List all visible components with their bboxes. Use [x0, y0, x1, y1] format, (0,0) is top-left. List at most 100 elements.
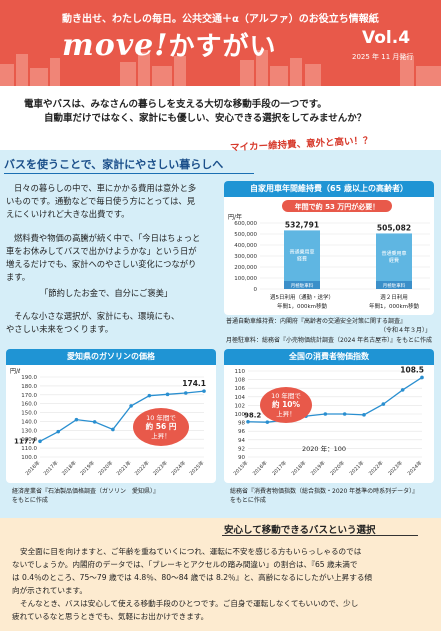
first-value-label: 98.2: [244, 412, 261, 420]
body-line: 安全面に目を向けますと、ご年齢を重ねていくにつれ、運転に不安を感じる方もいらっし…: [20, 547, 362, 556]
rise-bubble: 10 年間で 約 10% 上昇！: [260, 387, 312, 423]
paragraph-line: えにくいけれど大きな出費です。: [6, 209, 130, 219]
chart-title: 全国の消費者物価指数: [224, 349, 434, 365]
gasoline-price-chart: 愛知県のガソリンの価格 円/ℓ 190.0 180.0 170.0 160.0 150.…: [6, 349, 216, 483]
y-tick-label: 120.0: [21, 437, 37, 443]
paragraph-line: いものです。通勤などで毎日使う方にとっては、見: [6, 196, 196, 206]
y-tick-label: 110.0: [21, 446, 37, 452]
bar-segment-label: 月極駐車料: [291, 282, 314, 289]
x-tick-label: 2018年: [60, 459, 77, 476]
body-line: そんなとき、バスは安心して使える移動手段のひとつです。ご自身で運転しなくてもいい…: [20, 599, 359, 608]
y-tick-label: 100.0: [21, 455, 37, 461]
x-category-label: 週5日利用（通勤・送学）: [270, 293, 334, 301]
data-point: [56, 429, 61, 434]
data-point: [342, 412, 347, 416]
paragraph-quote: 「節約したお金で、自分にご褒美」: [40, 288, 173, 298]
x-tick-label: 2017年: [271, 459, 288, 476]
first-value-label: 117.7: [14, 437, 36, 445]
data-point: [74, 417, 79, 422]
title-jp: かすがい: [168, 32, 277, 62]
bar-value-label: 505,082: [377, 223, 411, 232]
y-tick-label: 150.0: [21, 411, 37, 417]
cost-banner: [282, 200, 392, 212]
volume-number: Vol.4: [362, 28, 411, 48]
x-category-sublabel: 年間1，000km移動: [369, 302, 420, 310]
y-tick-label: 200,000: [234, 265, 257, 271]
x-tick-label: 2025年: [188, 459, 205, 476]
base-year-label: 2020 年：100: [302, 444, 346, 453]
section1-title: バスを使うことで、家計にやさしい暮らしへ: [4, 158, 224, 171]
x-tick-label: 2016年: [251, 459, 268, 476]
y-tick-label: 0: [254, 287, 258, 293]
y-tick-label: 108: [235, 378, 246, 384]
newsletter-title: move!かすがい: [62, 26, 276, 63]
section1-underline: [4, 156, 254, 174]
bar-segment-vehicle: [284, 230, 320, 281]
y-tick-label: 300,000: [234, 254, 257, 260]
y-tick-label: 600,000: [234, 221, 257, 227]
data-point: [362, 413, 366, 417]
source-note: 総務省『消費者物価指数（総合指数・2020 年基準の時系列データ）』: [230, 488, 419, 495]
x-tick-label: 2018年: [290, 459, 307, 476]
source-note: をもとに作成: [230, 497, 266, 504]
bar-segment-label: 経費: [389, 257, 399, 264]
chart-title: 自家用車年間維持費（65 歳以上の高齢者）: [224, 181, 434, 197]
bubble-line: 10 年間で: [271, 391, 301, 400]
bar-segment-label: 普通乗用車: [289, 249, 314, 256]
y-tick-label: 110: [235, 369, 246, 375]
data-point: [147, 393, 152, 398]
bar-segment-label: 普通乗用車: [381, 250, 406, 257]
data-point: [183, 391, 188, 395]
gasoline-line-chart: 円/ℓ 190.0 180.0 170.0 160.0 150.0 140.0 130.0 1…: [10, 368, 206, 477]
y-tick-label: 130.0: [21, 428, 37, 434]
cpi-chart: 全国の消費者物価指数 110 108 106 104 102 100 98 96 94 92 90 …: [224, 349, 434, 483]
bar-segment-label: 月極駐車料: [383, 282, 406, 289]
x-category-sublabel: 年間1，000km移動: [277, 302, 328, 310]
data-point: [202, 389, 206, 393]
title-latin: move!: [62, 28, 169, 63]
bar-segment-label: 経費: [297, 256, 307, 263]
y-tick-label: 90: [238, 455, 245, 461]
data-point: [165, 392, 170, 397]
paragraph-line: 燃料費や物価の高騰が続く中で、「今日はちょっと: [14, 233, 201, 243]
section2-title: 安心して移動できるバスという選択: [224, 525, 376, 536]
data-point: [92, 420, 97, 424]
bar-segment-vehicle: [376, 233, 412, 281]
data-point: [265, 420, 270, 424]
x-category-label: 週２日利用: [380, 293, 408, 301]
x-tick-label: 2021年: [348, 459, 365, 476]
source-note: 普通自動車維持費：内閣府『高齢者の交通安全対策に関する調査』: [226, 318, 407, 325]
y-tick-label: 500,000: [234, 232, 257, 238]
issue-date: 2025 年 11 月発行: [352, 53, 414, 61]
y-tick-label: 140.0: [21, 419, 37, 425]
section-safe-travel: [0, 518, 441, 631]
x-tick-label: 2019年: [309, 459, 326, 476]
bubble-line: 約 56 円: [146, 421, 177, 431]
data-point: [246, 419, 250, 424]
data-point: [381, 402, 386, 406]
y-tick-label: 96: [238, 429, 245, 435]
x-tick-label: 2023年: [151, 459, 168, 476]
paragraph-line: やさしい未来をつくります。: [6, 324, 114, 334]
x-tick-label: 2023年: [387, 459, 404, 476]
x-tick-label: 2022年: [367, 459, 384, 476]
intro-line-2: 自動車だけではなく、家計にも優しい、安心できる選択をしてみませんか？: [44, 113, 367, 124]
last-value-label: 174.1: [182, 379, 206, 388]
chart-title: 愛知県のガソリンの価格: [6, 349, 216, 365]
bubble-line: 上昇！: [276, 409, 296, 418]
city-skyline-decoration: [0, 50, 441, 86]
y-tick-label: 100: [235, 412, 246, 418]
rise-bubble: 10 年間で 約 56 円 上昇！: [133, 408, 189, 446]
bubble-line: 10 年間で: [146, 413, 176, 422]
paragraph-line: 日々の暮らしの中で、車にかかる費用は意外と多: [14, 183, 197, 193]
body-line: は 0.4％のところ、75～79 歳では 4.8％、80～84 歳では 8.2％…: [12, 573, 373, 582]
data-point: [323, 412, 328, 416]
body-line: ないでしょうか。内閣府のデータでは、「ブレーキとアクセルの踏み間違い」の割合は、…: [12, 560, 358, 569]
bar-segment-parking: [284, 281, 320, 289]
masthead: 動き出せ、わたしの毎日。公共交通＋α（アルファ）のお役立ち情報紙 move!かす…: [0, 0, 441, 86]
data-point: [111, 427, 115, 432]
x-tick-label: 2024年: [406, 459, 423, 476]
source-note: 経済産業省『石油製品価格調査（ガソリン 愛知県）』: [12, 488, 160, 495]
y-tick-label: 106: [235, 386, 246, 392]
maintenance-bar-chart: 600,000 500,000 400,000 300,000 200,000 100,0…: [228, 200, 430, 310]
